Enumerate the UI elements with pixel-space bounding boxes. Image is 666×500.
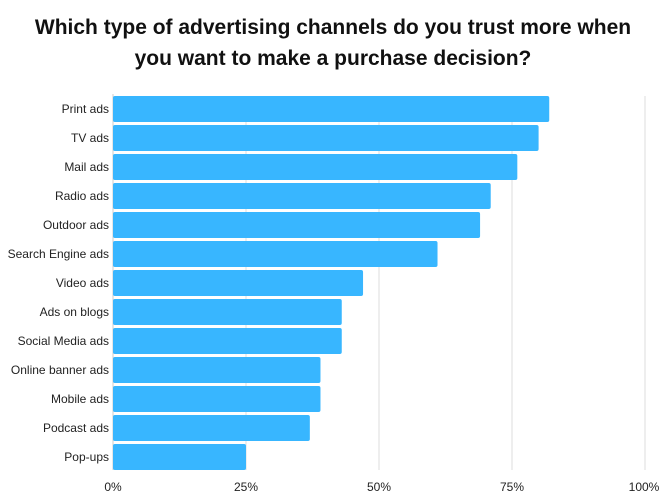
bars bbox=[113, 96, 550, 470]
x-tick-label-0: 0% bbox=[104, 480, 122, 494]
x-tick-label-1: 25% bbox=[234, 480, 258, 494]
category-label-10: Mobile ads bbox=[51, 392, 109, 406]
bar-7 bbox=[113, 299, 342, 325]
x-tick-label-3: 75% bbox=[500, 480, 524, 494]
bar-0 bbox=[113, 96, 550, 122]
chart-title: Which type of advertising channels do yo… bbox=[0, 12, 666, 74]
category-label-12: Pop-ups bbox=[64, 450, 109, 464]
category-label-11: Podcast ads bbox=[43, 421, 109, 435]
category-labels: Print ads TV ads Mail ads Radio ads Outdoor … bbox=[8, 102, 109, 464]
bar-9 bbox=[113, 357, 321, 383]
bar-5 bbox=[113, 241, 438, 267]
chart-title-line-1: Which type of advertising channels do yo… bbox=[34, 16, 632, 39]
x-tick-label-4: 100% bbox=[629, 480, 660, 494]
bar-12 bbox=[113, 444, 246, 470]
x-tick-label-2: 50% bbox=[367, 480, 391, 494]
bar-3 bbox=[113, 183, 491, 209]
bar-1 bbox=[113, 125, 539, 151]
category-label-7: Ads on blogs bbox=[40, 305, 109, 319]
category-label-2: Mail ads bbox=[64, 160, 109, 174]
bar-11 bbox=[113, 415, 310, 441]
bar-8 bbox=[113, 328, 342, 354]
bar-10 bbox=[113, 386, 321, 412]
category-label-4: Outdoor ads bbox=[43, 218, 109, 232]
category-label-6: Video ads bbox=[56, 276, 109, 290]
category-label-3: Radio ads bbox=[55, 189, 109, 203]
category-label-5: Search Engine ads bbox=[8, 247, 109, 261]
x-tick-labels: 0% 25% 50% 75% 100% bbox=[104, 480, 659, 494]
bar-2 bbox=[113, 154, 518, 180]
category-label-0: Print ads bbox=[62, 102, 109, 116]
category-label-8: Social Media ads bbox=[18, 334, 109, 348]
bar-6 bbox=[113, 270, 364, 296]
chart-title-line-2: you want to make a purchase decision? bbox=[134, 47, 532, 70]
bar-4 bbox=[113, 212, 481, 238]
category-label-9: Online banner ads bbox=[11, 363, 109, 377]
category-label-1: TV ads bbox=[71, 131, 109, 145]
